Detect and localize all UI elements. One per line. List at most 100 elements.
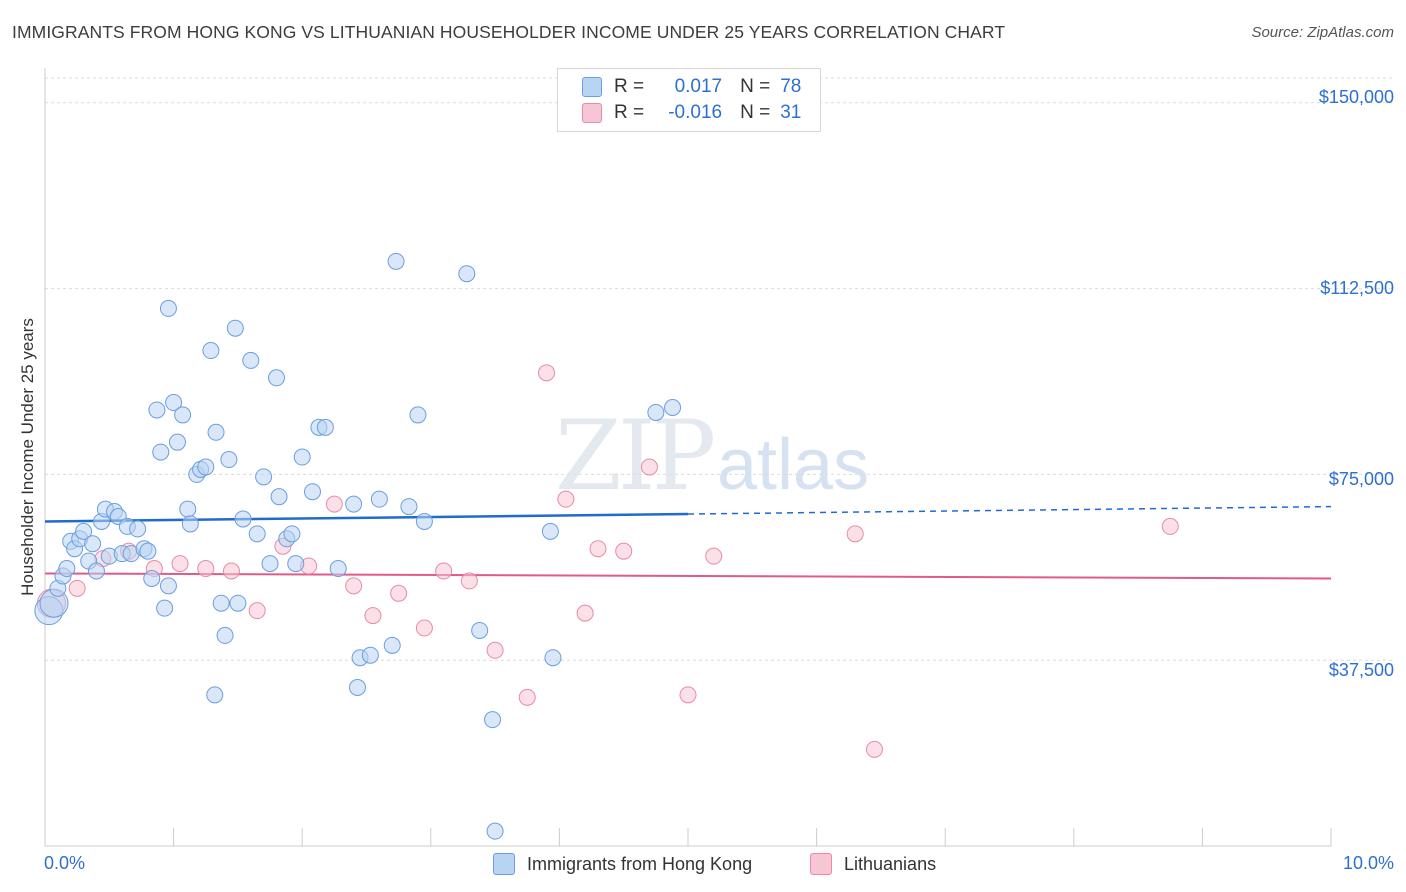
hong-kong-point-30 (168, 433, 186, 451)
hong-kong-point-22 (139, 542, 157, 560)
hong-kong-point-38 (207, 423, 225, 441)
trend-line-hong-kong (44, 512, 689, 523)
hong-kong-point-47 (255, 468, 273, 486)
hong-kong-point-44 (234, 510, 252, 528)
n-value: 31 (780, 102, 802, 123)
lithuanians-point-11 (325, 495, 343, 513)
hong-kong-point-54 (293, 448, 311, 466)
hong-kong-point-67 (409, 406, 427, 424)
pink-swatch (810, 853, 832, 875)
hong-kong-point-70 (471, 621, 489, 639)
trend-line-lithuanians (44, 572, 1332, 580)
watermark-zip: ZIP (555, 400, 716, 512)
hong-kong-point-59 (345, 495, 363, 513)
lithuanians-point-16 (435, 562, 453, 580)
hong-kong-point-60 (348, 678, 366, 696)
hong-kong-point-28 (159, 299, 177, 317)
hong-kong-point-45 (242, 351, 260, 369)
hong-kong-point-71 (484, 711, 502, 729)
trend-lines (44, 505, 1332, 580)
hong-kong-point-11 (87, 562, 105, 580)
n-value: 78 (780, 76, 802, 97)
hong-kong-point-74 (544, 649, 562, 667)
hong-kong-point-8 (75, 522, 93, 540)
lithuanians-point-23 (589, 540, 607, 558)
hong-kong-point-32 (179, 500, 197, 518)
lithuanians-point-6 (197, 560, 215, 578)
hong-kong-point-73 (541, 522, 559, 540)
hong-kong-point-26 (156, 599, 174, 617)
hong-kong-point-27 (159, 577, 177, 595)
hong-kong-point-31 (174, 406, 192, 424)
y-tick-label-150000: $150,000 (1318, 87, 1394, 107)
lithuanians-point-25 (640, 458, 658, 476)
hong-kong-point-55 (303, 483, 321, 501)
lithuanians-point-29 (865, 740, 883, 758)
hong-kong-point-48 (261, 555, 279, 573)
hong-kong-point-4 (58, 560, 76, 578)
hong-kong-point-25 (152, 443, 170, 461)
lithuanians-point-26 (679, 686, 697, 704)
hong-kong-point-33 (181, 515, 199, 533)
hong-kong-point-41 (220, 451, 238, 469)
legend-label-hong-kong: Immigrants from Hong Kong (527, 853, 753, 874)
x-tick-label-max: 10.0% (1342, 853, 1394, 873)
hong-kong-point-40 (216, 626, 234, 644)
legend-row-lithuanians: R = -0.016 N = 31 (582, 101, 801, 125)
r-label: R = (614, 76, 645, 97)
watermark-atlas: atlas (717, 425, 870, 505)
blue-swatch (582, 77, 602, 97)
hong-kong-point-42 (226, 319, 244, 337)
hong-kong-point-24 (148, 401, 166, 419)
y-tick-label-112500: $112,500 (1320, 278, 1394, 298)
hong-kong-point-50 (270, 488, 288, 506)
axes (44, 68, 1332, 847)
hong-kong-point-62 (361, 646, 379, 664)
y-tick-label-75000: $75,000 (1328, 469, 1394, 489)
stats-legend: R = 0.017 N = 78 R = -0.016 N = 31 (557, 68, 821, 132)
hong-kong-point-64 (383, 636, 401, 654)
lithuanians-point-24 (615, 542, 633, 560)
hong-kong-point-57 (316, 418, 334, 436)
hong-kong-point-63 (370, 490, 388, 508)
hong-kong-point-75 (647, 403, 665, 421)
r-label: R = (614, 102, 645, 123)
lithuanians-point-14 (390, 584, 408, 602)
lithuanians-point-12 (345, 577, 363, 595)
y-tick-label-37500: $37,500 (1328, 660, 1394, 680)
lithuanians-point-13 (364, 607, 382, 625)
hong-kong-point-72 (486, 822, 504, 840)
bottom-legend-lithuanians: Lithuanians (810, 852, 936, 876)
y-axis-label: Householder Income Under 25 years (18, 318, 37, 596)
hong-kong-point-76 (664, 398, 682, 416)
source-label: Source: ZipAtlas.com (1251, 24, 1394, 41)
data-points (34, 252, 1179, 840)
lithuanians-point-21 (557, 490, 575, 508)
hong-kong-point-53 (287, 555, 305, 573)
lithuanians-point-22 (576, 604, 594, 622)
lithuanians-point-17 (460, 572, 478, 590)
lithuanians-point-15 (415, 619, 433, 637)
hong-kong-point-65 (387, 252, 405, 270)
hong-kong-point-37 (202, 342, 220, 360)
hong-kong-point-77 (206, 686, 224, 704)
lithuanians-point-28 (846, 525, 864, 543)
r-value: 0.017 (674, 76, 723, 97)
r-value: -0.016 (668, 102, 723, 123)
hong-kong-point-49 (267, 369, 285, 387)
hong-kong-point-20 (129, 520, 147, 538)
chart-title: IMMIGRANTS FROM HONG KONG VS LITHUANIAN … (12, 22, 1006, 42)
hong-kong-point-23 (143, 569, 161, 587)
bottom-legend-hong-kong: Immigrants from Hong Kong (493, 852, 752, 876)
hong-kong-point-46 (248, 525, 266, 543)
hong-kong-point-66 (400, 498, 418, 516)
lithuanians-point-27 (705, 547, 723, 565)
n-label: N = (740, 102, 771, 123)
hong-kong-point-29 (165, 394, 183, 412)
x-tick-label-min: 0.0% (44, 853, 86, 873)
trend-line-hong-kong-extension (687, 505, 1332, 515)
lithuanians-point-5 (171, 555, 189, 573)
lithuanians-point-18 (486, 641, 504, 659)
legend-label-lithuanians: Lithuanians (844, 853, 937, 874)
legend-row-hong-kong: R = 0.017 N = 78 (582, 75, 801, 99)
